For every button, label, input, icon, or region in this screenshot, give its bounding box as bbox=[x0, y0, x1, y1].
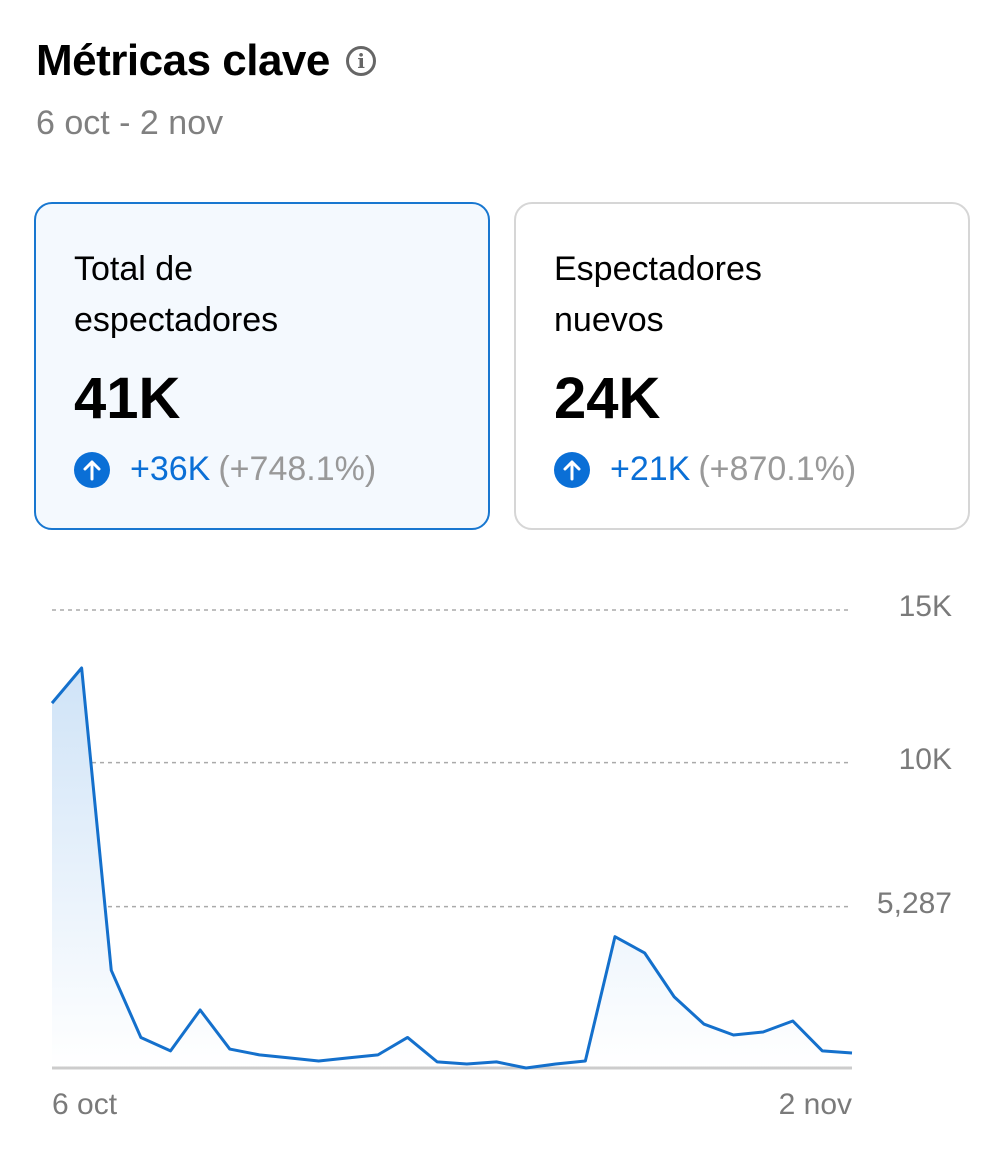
y-tick-label: 5,287 bbox=[876, 886, 952, 920]
arrow-up-circle-icon bbox=[74, 451, 110, 488]
metric-value: 41K bbox=[74, 366, 181, 431]
metric-value: 24K bbox=[554, 366, 661, 431]
metric-card-total-viewers[interactable]: Total de espectadores 41K +36K (+748.1%) bbox=[34, 202, 490, 530]
metric-delta: +36K bbox=[130, 450, 211, 488]
info-icon[interactable]: i bbox=[345, 46, 376, 76]
date-range: 6 oct - 2 nov bbox=[36, 104, 224, 142]
series-line bbox=[50, 666, 853, 1070]
x-tick-label: 6 oct bbox=[52, 1088, 118, 1121]
metric-label: Espectadores nuevos bbox=[554, 250, 762, 339]
y-tick-label: 15K bbox=[898, 590, 952, 623]
x-tick-label: 2 nov bbox=[778, 1088, 852, 1121]
title-text: Métricas clave bbox=[36, 36, 330, 85]
y-tick-label: 10K bbox=[898, 742, 952, 776]
metric-delta: +21K bbox=[610, 450, 691, 488]
metric-label: Total de espectadores bbox=[74, 250, 279, 339]
metric-card-new-viewers[interactable]: Espectadores nuevos 24K +21K (+870.1%) bbox=[514, 202, 970, 530]
metric-delta-percent: (+748.1%) bbox=[218, 450, 377, 488]
metric-delta-percent: (+870.1%) bbox=[698, 450, 857, 488]
arrow-up-circle-icon bbox=[554, 451, 590, 488]
series-area bbox=[52, 668, 852, 1068]
page-title: Métricas clave i bbox=[36, 36, 376, 86]
